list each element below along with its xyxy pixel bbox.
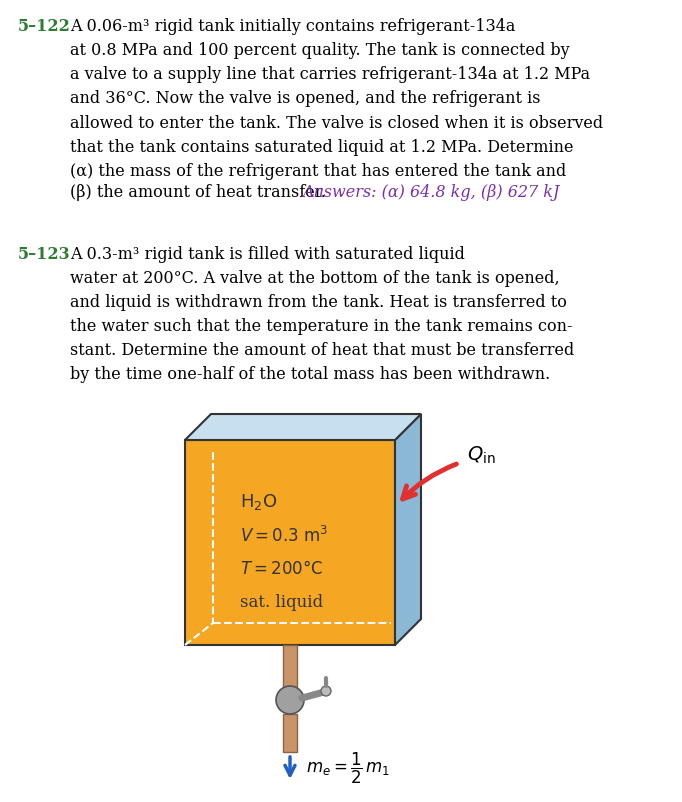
Text: 5–122: 5–122 — [18, 18, 71, 35]
Text: $m_e = \dfrac{1}{2}\,m_1$: $m_e = \dfrac{1}{2}\,m_1$ — [306, 751, 390, 786]
Polygon shape — [283, 714, 297, 752]
Text: $\mathrm{H_2O}$: $\mathrm{H_2O}$ — [240, 492, 278, 512]
Text: $V = 0.3\ \mathrm{m^3}$: $V = 0.3\ \mathrm{m^3}$ — [240, 526, 329, 546]
Polygon shape — [283, 645, 297, 687]
Text: 5–123: 5–123 — [18, 245, 71, 262]
Polygon shape — [185, 440, 395, 645]
Circle shape — [321, 686, 331, 696]
Text: A 0.06-m³ rigid tank initially contains refrigerant-134a
at 0.8 MPa and 100 perc: A 0.06-m³ rigid tank initially contains … — [70, 18, 603, 180]
Polygon shape — [395, 414, 421, 645]
Circle shape — [276, 686, 304, 714]
Text: (β) the amount of heat transfer.: (β) the amount of heat transfer. — [70, 184, 341, 201]
Text: $T = 200°\mathrm{C}$: $T = 200°\mathrm{C}$ — [240, 560, 323, 578]
Polygon shape — [185, 414, 421, 440]
Text: $\mathit{Q}_{\mathrm{in}}$: $\mathit{Q}_{\mathrm{in}}$ — [467, 444, 496, 466]
Text: sat. liquid: sat. liquid — [240, 594, 323, 611]
Text: Answers: (α) 64.8 kg, (β) 627 kJ: Answers: (α) 64.8 kg, (β) 627 kJ — [302, 184, 559, 201]
Text: A 0.3-m³ rigid tank is filled with saturated liquid
water at 200°C. A valve at t: A 0.3-m³ rigid tank is filled with satur… — [70, 245, 574, 383]
